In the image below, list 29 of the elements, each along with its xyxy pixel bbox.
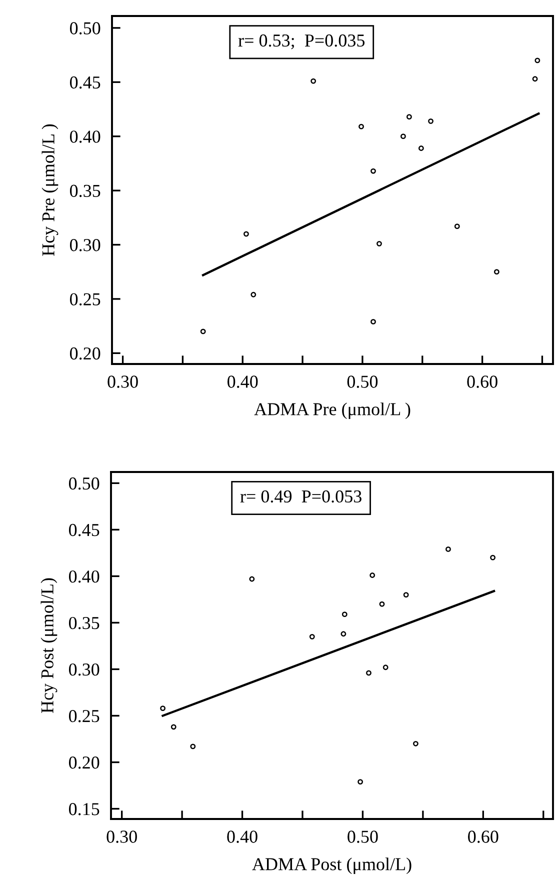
y-axis-title: Hcy Pre (μmol/L ) [42,124,58,256]
y-tick-label: 0.45 [68,524,100,536]
y-tick-label: 0.30 [70,239,100,252]
x-tick-label: 0.60 [467,376,498,388]
y-tick-label: 0.15 [68,803,100,816]
x-tick-label: 0.50 [347,376,378,388]
y-tick-label: 0.30 [68,663,100,676]
x-tick-label: 0.40 [227,830,258,843]
y-tick-label: 0.25 [68,710,100,722]
y-tick-label: 0.40 [68,570,100,583]
y-tick-label: 0.50 [68,477,100,490]
y-axis-title: Hcy Post (μmol/L) [40,578,58,714]
y-tick-label: 0.20 [68,756,100,769]
y-tick-label: 0.45 [70,76,100,89]
x-tick-label: 0.60 [468,830,498,843]
y-tick-label: 0.25 [70,293,100,306]
x-tick-label: 0.50 [348,830,378,843]
x-tick-label: 0.30 [108,376,138,388]
y-tick-label: 0.35 [70,184,100,198]
y-tick-label: 0.50 [70,22,100,34]
y-tick-label: 0.20 [70,347,100,360]
y-tick-label: 0.35 [68,616,100,630]
annotation: r= 0.53; P=0.035 [238,34,365,50]
x-tick-label: 0.30 [106,830,137,843]
y-tick-label: 0.40 [70,130,100,143]
annotation: r= 0.49 P=0.053 [240,490,362,503]
x-tick-label: 0.40 [228,376,258,388]
x-axis-title: ADMA Pre (μmol/L ) [254,402,410,419]
x-axis-title: ADMA Post (μmol/L) [252,858,412,874]
